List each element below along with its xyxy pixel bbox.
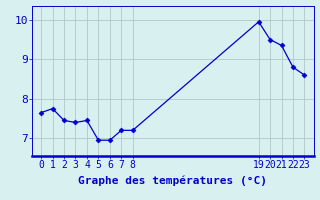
X-axis label: Graphe des températures (°C): Graphe des températures (°C): [78, 176, 267, 186]
